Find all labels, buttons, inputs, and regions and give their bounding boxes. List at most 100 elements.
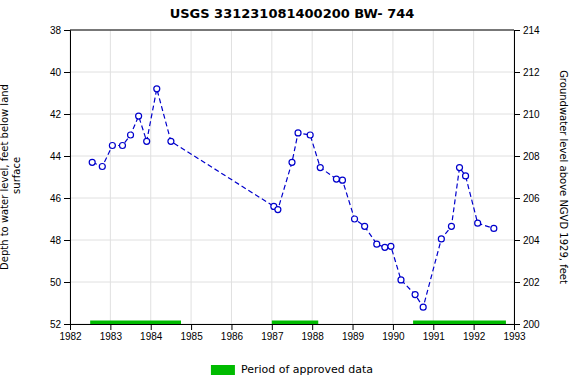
- grid-line-y: [70, 240, 514, 241]
- frame-top: [70, 30, 514, 31]
- tick: 38: [50, 25, 70, 36]
- tick-mark: [514, 324, 520, 325]
- tick-label: 210: [523, 109, 540, 120]
- tick-label: 206: [523, 193, 540, 204]
- tick-label: 1992: [463, 331, 486, 342]
- tick: 46: [50, 193, 70, 204]
- tick-label: 204: [523, 235, 540, 246]
- marker: [128, 132, 134, 138]
- tick: 1987: [261, 324, 284, 342]
- marker: [388, 243, 394, 249]
- tick: 200: [514, 319, 540, 330]
- tick-mark: [110, 324, 111, 330]
- marker: [144, 138, 150, 144]
- grid-line-y: [70, 282, 514, 283]
- tick-mark: [474, 324, 475, 330]
- marker: [457, 165, 463, 171]
- tick-label: 40: [50, 67, 62, 78]
- tick: 210: [514, 109, 540, 120]
- markers: [89, 86, 497, 310]
- tick-label: 42: [50, 109, 62, 120]
- tick: 1988: [302, 324, 325, 342]
- tick-label: 1986: [221, 331, 244, 342]
- tick: 44: [50, 151, 70, 162]
- chart: 1982198319841985198619871988198919901991…: [0, 0, 576, 384]
- tick: 1982: [59, 324, 82, 342]
- marker: [374, 241, 380, 247]
- tick-label: 1984: [140, 331, 163, 342]
- tick: 1989: [342, 324, 365, 342]
- tick-label: 1982: [59, 331, 82, 342]
- tick-mark: [151, 324, 152, 330]
- marker: [475, 220, 481, 226]
- tick-mark: [514, 198, 520, 199]
- tick-label: 1991: [423, 331, 446, 342]
- tick: 214: [514, 25, 540, 36]
- approved-segment: [90, 321, 181, 325]
- tick-mark: [64, 324, 70, 325]
- tick: 1992: [463, 324, 486, 342]
- marker: [420, 304, 426, 310]
- grid-line-x: [231, 30, 232, 324]
- tick-mark: [64, 198, 70, 199]
- tick: 1986: [221, 324, 244, 342]
- legend: Period of approved data: [211, 363, 373, 376]
- tick: 208: [514, 151, 540, 162]
- y2-axis: 214 212 210 208 206 204 202 200: [514, 25, 540, 330]
- tick-label: 52: [50, 319, 62, 330]
- tick-label: 38: [50, 25, 62, 36]
- grid-line-x: [392, 30, 393, 324]
- marker: [398, 277, 404, 283]
- marker: [362, 223, 368, 229]
- grid-line-y: [70, 72, 514, 73]
- marker: [438, 236, 444, 242]
- tick: 204: [514, 235, 540, 246]
- tick-label: 1988: [302, 331, 325, 342]
- grid: [70, 30, 514, 324]
- x-axis: 1982198319841985198619871988198919901991…: [59, 324, 526, 342]
- tick-mark: [64, 72, 70, 73]
- grid-line-x: [312, 30, 313, 324]
- marker: [89, 159, 95, 165]
- tick-mark: [64, 156, 70, 157]
- marker: [382, 244, 388, 250]
- marker: [317, 165, 323, 171]
- tick-mark: [514, 30, 520, 31]
- tick: 202: [514, 277, 540, 288]
- series-line: [92, 89, 494, 307]
- grid-line-x: [110, 30, 111, 324]
- tick-mark: [312, 324, 313, 330]
- title: USGS 331231081400200 BW- 744: [170, 6, 415, 21]
- approved-segment: [413, 321, 506, 325]
- tick-label: 1993: [503, 331, 526, 342]
- tick: 1984: [140, 324, 163, 342]
- tick-label: 214: [523, 25, 540, 36]
- axis-line: [515, 31, 521, 325]
- tick-mark: [64, 30, 70, 31]
- tick-label: 202: [523, 277, 540, 288]
- marker: [333, 176, 339, 182]
- tick: 206: [514, 193, 540, 204]
- tick: 50: [50, 277, 70, 288]
- tick-label: 1989: [342, 331, 365, 342]
- tick: 52: [50, 319, 70, 330]
- tick: 1983: [100, 324, 123, 342]
- tick: 40: [50, 67, 70, 78]
- tick-label: 48: [50, 235, 62, 246]
- tick: 212: [514, 67, 540, 78]
- approved-segments: [90, 324, 506, 325]
- tick-mark: [514, 72, 520, 73]
- tick-label: 50: [50, 277, 62, 288]
- marker: [339, 177, 345, 183]
- marker: [352, 216, 358, 222]
- grid-line-y: [70, 198, 514, 199]
- y-axis: 38 40 42 44 46 48 50 52: [50, 25, 71, 330]
- tick-mark: [64, 282, 70, 283]
- marker: [136, 113, 142, 119]
- y2-axis-label: Groundwater level above NGVD 1929, feet: [558, 70, 569, 284]
- marker: [168, 138, 174, 144]
- tick-label: 1990: [382, 331, 405, 342]
- tick-mark: [272, 324, 273, 330]
- tick-mark: [393, 324, 394, 330]
- tick-label: 212: [523, 67, 540, 78]
